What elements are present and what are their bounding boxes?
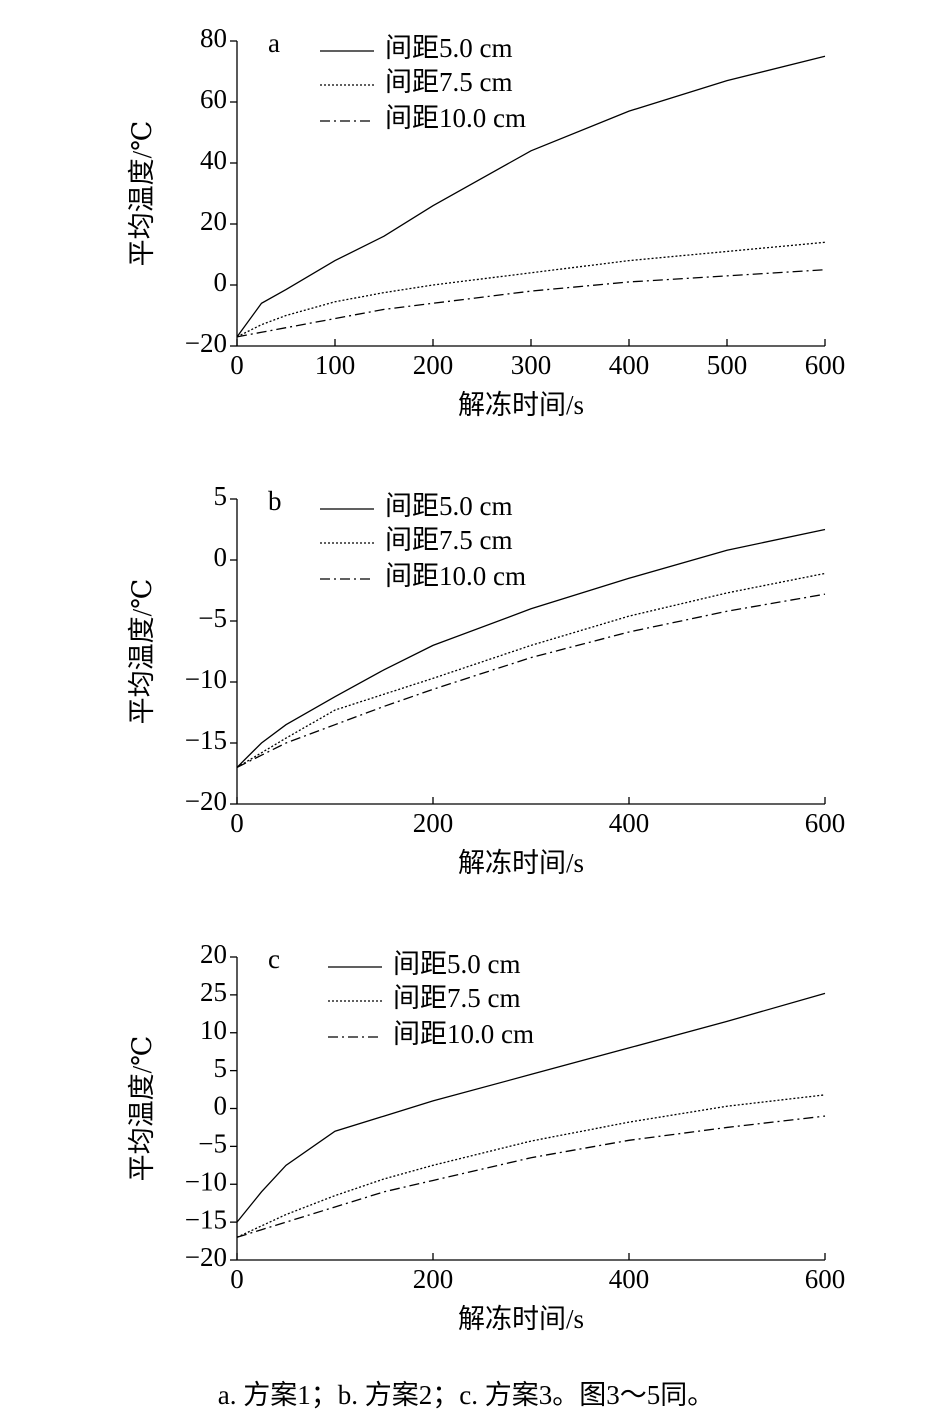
y-axis-label: 平均温度/℃	[127, 579, 157, 725]
legend-label: 间距5.0 cm	[385, 491, 513, 521]
legend-label: 间距10.0 cm	[393, 1019, 534, 1049]
y-tick-label: −5	[198, 1129, 227, 1159]
y-tick-label: −5	[198, 603, 227, 633]
y-tick-label: −20	[185, 328, 227, 358]
x-tick-label: 200	[413, 808, 454, 838]
y-tick-label: −20	[185, 786, 227, 816]
y-tick-label: 0	[214, 267, 228, 297]
data-line	[236, 1094, 826, 1238]
x-tick-label: 200	[413, 1264, 454, 1294]
y-tick-label: −15	[185, 725, 227, 755]
y-tick-label: 10	[200, 1015, 227, 1045]
legend-label: 间距10.0 cm	[385, 103, 526, 133]
legend-label: 间距7.5 cm	[385, 67, 513, 97]
x-tick-label: 100	[315, 350, 356, 380]
y-tick-label: 80	[200, 23, 227, 53]
y-tick-label: 60	[200, 84, 227, 114]
x-tick-label: 200	[413, 350, 454, 380]
legend-label: 间距10.0 cm	[385, 561, 526, 591]
y-tick-label: −10	[185, 1166, 227, 1196]
y-tick-label: −20	[185, 1242, 227, 1272]
x-tick-label: 600	[805, 350, 846, 380]
x-tick-label: 400	[609, 350, 650, 380]
x-tick-label: 400	[609, 808, 650, 838]
legend-label: 间距5.0 cm	[385, 33, 513, 63]
y-tick-label: −10	[185, 664, 227, 694]
y-tick-label: 20	[200, 206, 227, 236]
legend-label: 间距7.5 cm	[393, 983, 521, 1013]
panel-label: b	[268, 486, 282, 516]
x-tick-label: 500	[707, 350, 748, 380]
data-line	[236, 992, 826, 1223]
y-tick-label: 0	[214, 542, 228, 572]
x-tick-label: 600	[805, 808, 846, 838]
data-line	[236, 55, 826, 338]
legend-label: 间距7.5 cm	[385, 525, 513, 555]
y-tick-label: 20	[200, 939, 227, 969]
data-line	[236, 1115, 826, 1238]
y-tick-label: 40	[200, 145, 227, 175]
x-tick-label: 0	[230, 1264, 244, 1294]
y-tick-label: 5	[214, 481, 228, 511]
y-tick-label: 0	[214, 1091, 228, 1121]
data-line	[236, 572, 826, 768]
x-tick-label: 0	[230, 808, 244, 838]
x-axis-label: 解冻时间/s	[458, 848, 584, 878]
x-tick-label: 0	[230, 350, 244, 380]
panel-label: c	[268, 944, 280, 974]
caption: a. 方案1；b. 方案2；c. 方案3。图3～5同。	[218, 1380, 714, 1410]
data-line	[236, 241, 826, 338]
x-tick-label: 300	[511, 350, 552, 380]
x-axis-label: 解冻时间/s	[458, 1304, 584, 1334]
panel-label: a	[268, 28, 280, 58]
x-tick-label: 400	[609, 1264, 650, 1294]
y-axis-label: 平均温度/℃	[127, 1036, 157, 1182]
data-line	[236, 269, 826, 338]
y-axis-label: 平均温度/℃	[127, 121, 157, 267]
y-tick-label: 25	[200, 977, 227, 1007]
data-line	[236, 528, 826, 768]
x-axis-label: 解冻时间/s	[458, 390, 584, 420]
legend-label: 间距5.0 cm	[393, 949, 521, 979]
y-tick-label: −15	[185, 1204, 227, 1234]
x-tick-label: 600	[805, 1264, 846, 1294]
y-tick-label: 5	[214, 1053, 228, 1083]
data-line	[236, 593, 826, 768]
